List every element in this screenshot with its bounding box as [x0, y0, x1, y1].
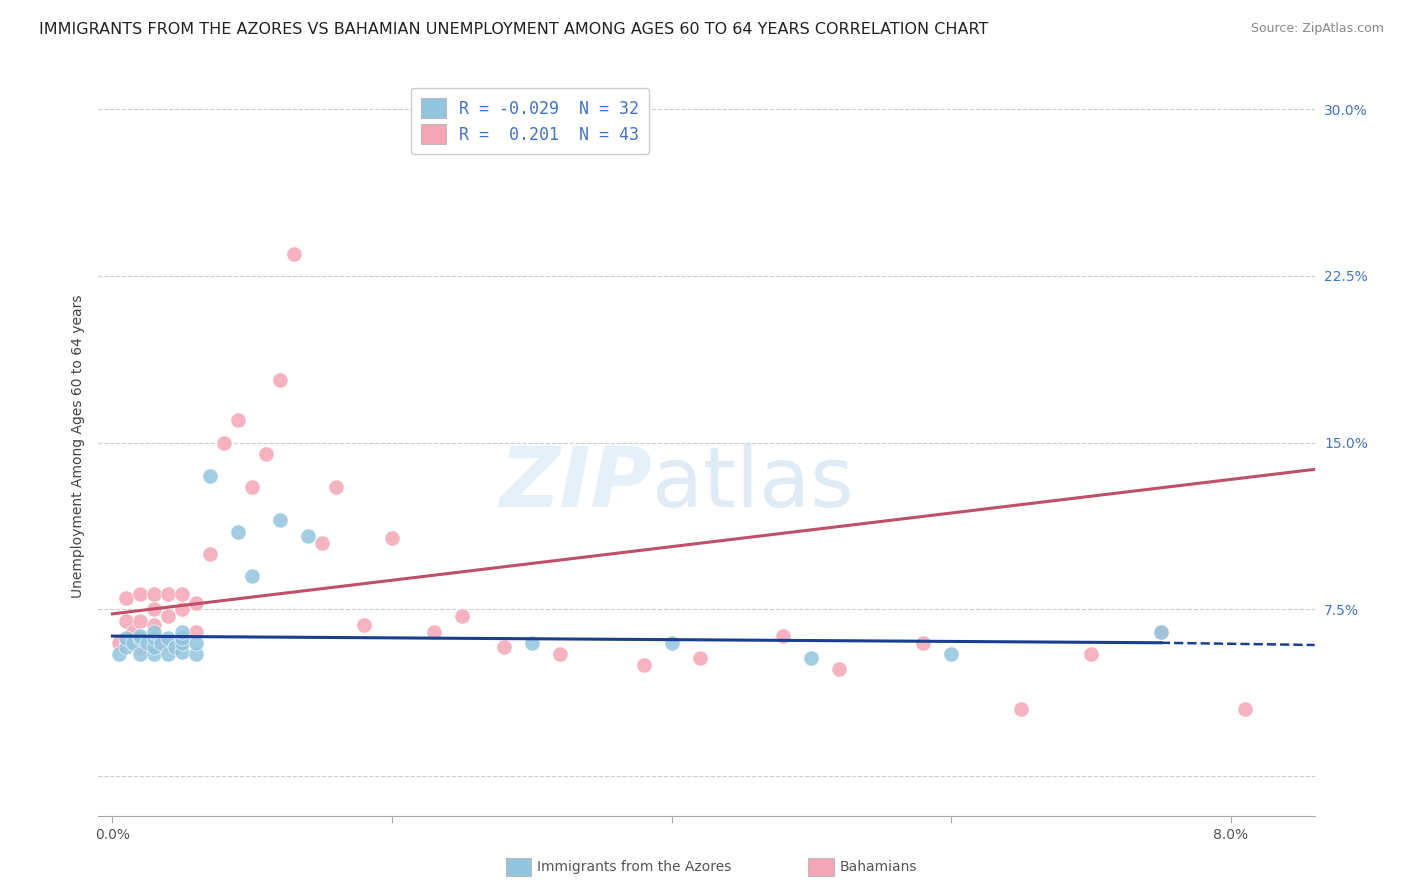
Point — [212, 435, 235, 450]
Point — [172, 636, 194, 650]
Point — [254, 447, 277, 461]
Text: IMMIGRANTS FROM THE AZORES VS BAHAMIAN UNEMPLOYMENT AMONG AGES 60 TO 64 YEARS CO: IMMIGRANTS FROM THE AZORES VS BAHAMIAN U… — [39, 22, 988, 37]
Point — [172, 636, 194, 650]
Point — [157, 609, 180, 624]
Point — [311, 535, 333, 549]
Point — [451, 609, 474, 624]
Point — [150, 636, 173, 650]
Point — [1010, 702, 1032, 716]
Point — [353, 618, 375, 632]
Point — [136, 636, 159, 650]
Point — [157, 636, 180, 650]
Point — [689, 651, 711, 665]
Point — [200, 469, 222, 483]
Point — [172, 645, 194, 659]
Text: Bahamians: Bahamians — [839, 860, 917, 874]
Point — [186, 647, 208, 661]
Point — [157, 647, 180, 661]
Point — [186, 636, 208, 650]
Point — [492, 640, 515, 655]
Y-axis label: Unemployment Among Ages 60 to 64 years: Unemployment Among Ages 60 to 64 years — [70, 294, 84, 598]
Point — [226, 413, 249, 427]
Point — [325, 480, 347, 494]
Point — [297, 529, 319, 543]
Point — [240, 480, 263, 494]
Point — [172, 602, 194, 616]
Point — [129, 587, 152, 601]
Point — [912, 636, 935, 650]
Point — [143, 636, 166, 650]
Point — [157, 632, 180, 646]
Point — [226, 524, 249, 539]
Point — [157, 587, 180, 601]
Text: Immigrants from the Azores: Immigrants from the Azores — [537, 860, 731, 874]
Point — [186, 596, 208, 610]
Point — [143, 647, 166, 661]
Point — [423, 624, 446, 639]
Point — [828, 662, 851, 676]
Text: atlas: atlas — [652, 442, 853, 524]
Point — [143, 587, 166, 601]
Point — [520, 636, 543, 650]
Point — [115, 614, 138, 628]
Point — [143, 602, 166, 616]
Point — [1233, 702, 1256, 716]
Point — [165, 640, 187, 655]
Point — [129, 629, 152, 643]
Point — [143, 640, 166, 655]
Point — [172, 624, 194, 639]
Point — [172, 587, 194, 601]
Point — [129, 647, 152, 661]
Point — [1080, 647, 1102, 661]
Point — [143, 632, 166, 646]
Point — [129, 614, 152, 628]
Text: Source: ZipAtlas.com: Source: ZipAtlas.com — [1250, 22, 1384, 36]
Point — [939, 647, 962, 661]
Point — [186, 624, 208, 639]
Point — [108, 636, 131, 650]
Point — [115, 640, 138, 655]
Point — [269, 373, 291, 387]
Point — [115, 632, 138, 646]
Point — [129, 632, 152, 646]
Point — [115, 591, 138, 606]
Point — [122, 636, 145, 650]
Text: ZIP: ZIP — [499, 442, 652, 524]
Point — [240, 569, 263, 583]
Point — [772, 629, 794, 643]
Point — [269, 513, 291, 527]
Point — [1150, 624, 1173, 639]
Point — [143, 618, 166, 632]
Point — [381, 531, 404, 545]
Point — [200, 547, 222, 561]
Point — [661, 636, 683, 650]
Point — [129, 640, 152, 655]
Point — [633, 658, 655, 673]
Point — [108, 647, 131, 661]
Point — [143, 624, 166, 639]
Point — [548, 647, 571, 661]
Point — [172, 632, 194, 646]
Point — [122, 624, 145, 639]
Point — [1150, 624, 1173, 639]
Legend: R = -0.029  N = 32, R =  0.201  N = 43: R = -0.029 N = 32, R = 0.201 N = 43 — [411, 87, 650, 154]
Point — [800, 651, 823, 665]
Point — [283, 246, 305, 260]
